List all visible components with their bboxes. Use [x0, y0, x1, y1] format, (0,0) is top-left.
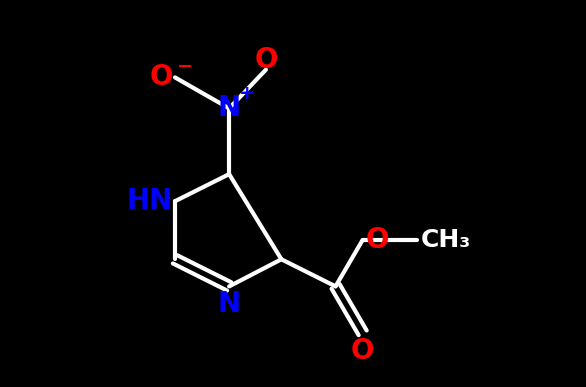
Text: HN: HN [127, 187, 173, 215]
Text: O: O [351, 337, 374, 365]
Text: CH₃: CH₃ [421, 228, 471, 252]
Text: O: O [254, 46, 278, 74]
Text: N: N [217, 290, 241, 318]
Text: O: O [149, 63, 173, 91]
Text: −: − [177, 57, 193, 75]
Text: +: + [239, 84, 255, 103]
Text: N: N [217, 94, 241, 122]
Text: O: O [366, 226, 389, 254]
